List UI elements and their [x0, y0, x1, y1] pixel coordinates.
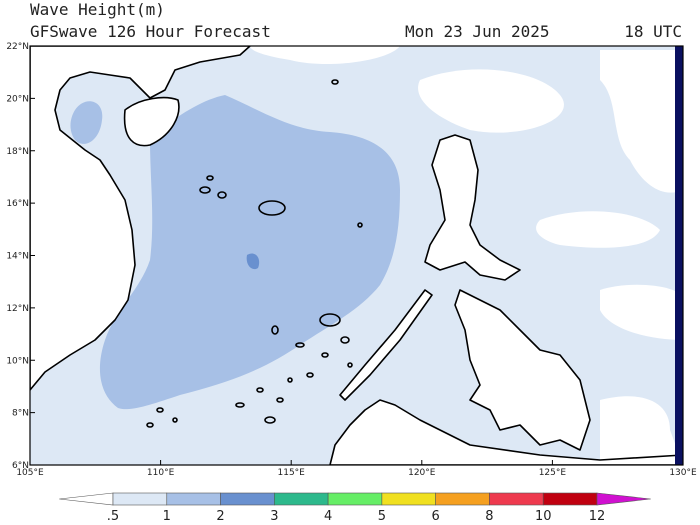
x-tick-label: 130°E — [669, 468, 697, 478]
x-tick-label: 105°E — [16, 468, 44, 478]
colorbar-label: 3 — [270, 509, 278, 524]
colorbar-label: 4 — [324, 509, 332, 524]
y-tick-label: 6°N — [12, 461, 29, 471]
colorbar-label: 5 — [378, 509, 386, 524]
colorbar-box — [489, 492, 544, 506]
x-tick-label: 110°E — [147, 468, 175, 478]
colorbar-low — [59, 492, 114, 506]
colorbar-label: 10 — [535, 509, 552, 524]
x-tick-label: 125°E — [539, 468, 567, 478]
colorbar-label: 1 — [163, 509, 171, 524]
y-tick-label: 12°N — [6, 304, 29, 314]
colorbar-box — [220, 492, 275, 506]
colorbar-label: 6 — [432, 509, 440, 524]
date: Mon 23 Jun 2025 — [405, 22, 550, 41]
patch-dark — [246, 253, 260, 270]
time: 18 UTC — [624, 22, 682, 41]
y-tick-label: 16°N — [6, 199, 29, 209]
x-tick-label: 115°E — [278, 468, 306, 478]
islands — [146, 79, 363, 428]
colorbar-box — [435, 492, 490, 506]
title: Wave Height(m) — [30, 0, 165, 19]
edge-band — [675, 46, 683, 465]
colorbar-box — [166, 492, 221, 506]
colorbar-box — [274, 492, 329, 506]
land — [30, 46, 683, 465]
y-tick-label: 8°N — [12, 409, 29, 419]
colorbar-box — [112, 492, 168, 506]
map — [30, 46, 683, 465]
y-tick-label: 22°N — [6, 42, 29, 52]
subtitle: GFSwave 126 Hour Forecast — [30, 22, 271, 41]
calm-areas — [250, 46, 683, 465]
colorbar-label: .5 — [107, 509, 119, 524]
y-tick-label: 20°N — [6, 94, 29, 104]
patch — [70, 101, 103, 144]
colorbar-label: 12 — [589, 509, 606, 524]
wave-region — [99, 95, 400, 410]
y-tick-label: 10°N — [6, 356, 29, 366]
y-tick-label: 18°N — [6, 147, 29, 157]
colorbar-box — [542, 492, 598, 506]
colorbar-box — [327, 492, 383, 506]
y-tick-label: 14°N — [6, 252, 29, 262]
colorbar-label: 2 — [216, 509, 224, 524]
colorbar-box — [381, 492, 436, 506]
colorbar-label: 8 — [485, 509, 493, 524]
colorbar-high — [596, 492, 651, 506]
x-tick-label: 120°E — [408, 468, 436, 478]
